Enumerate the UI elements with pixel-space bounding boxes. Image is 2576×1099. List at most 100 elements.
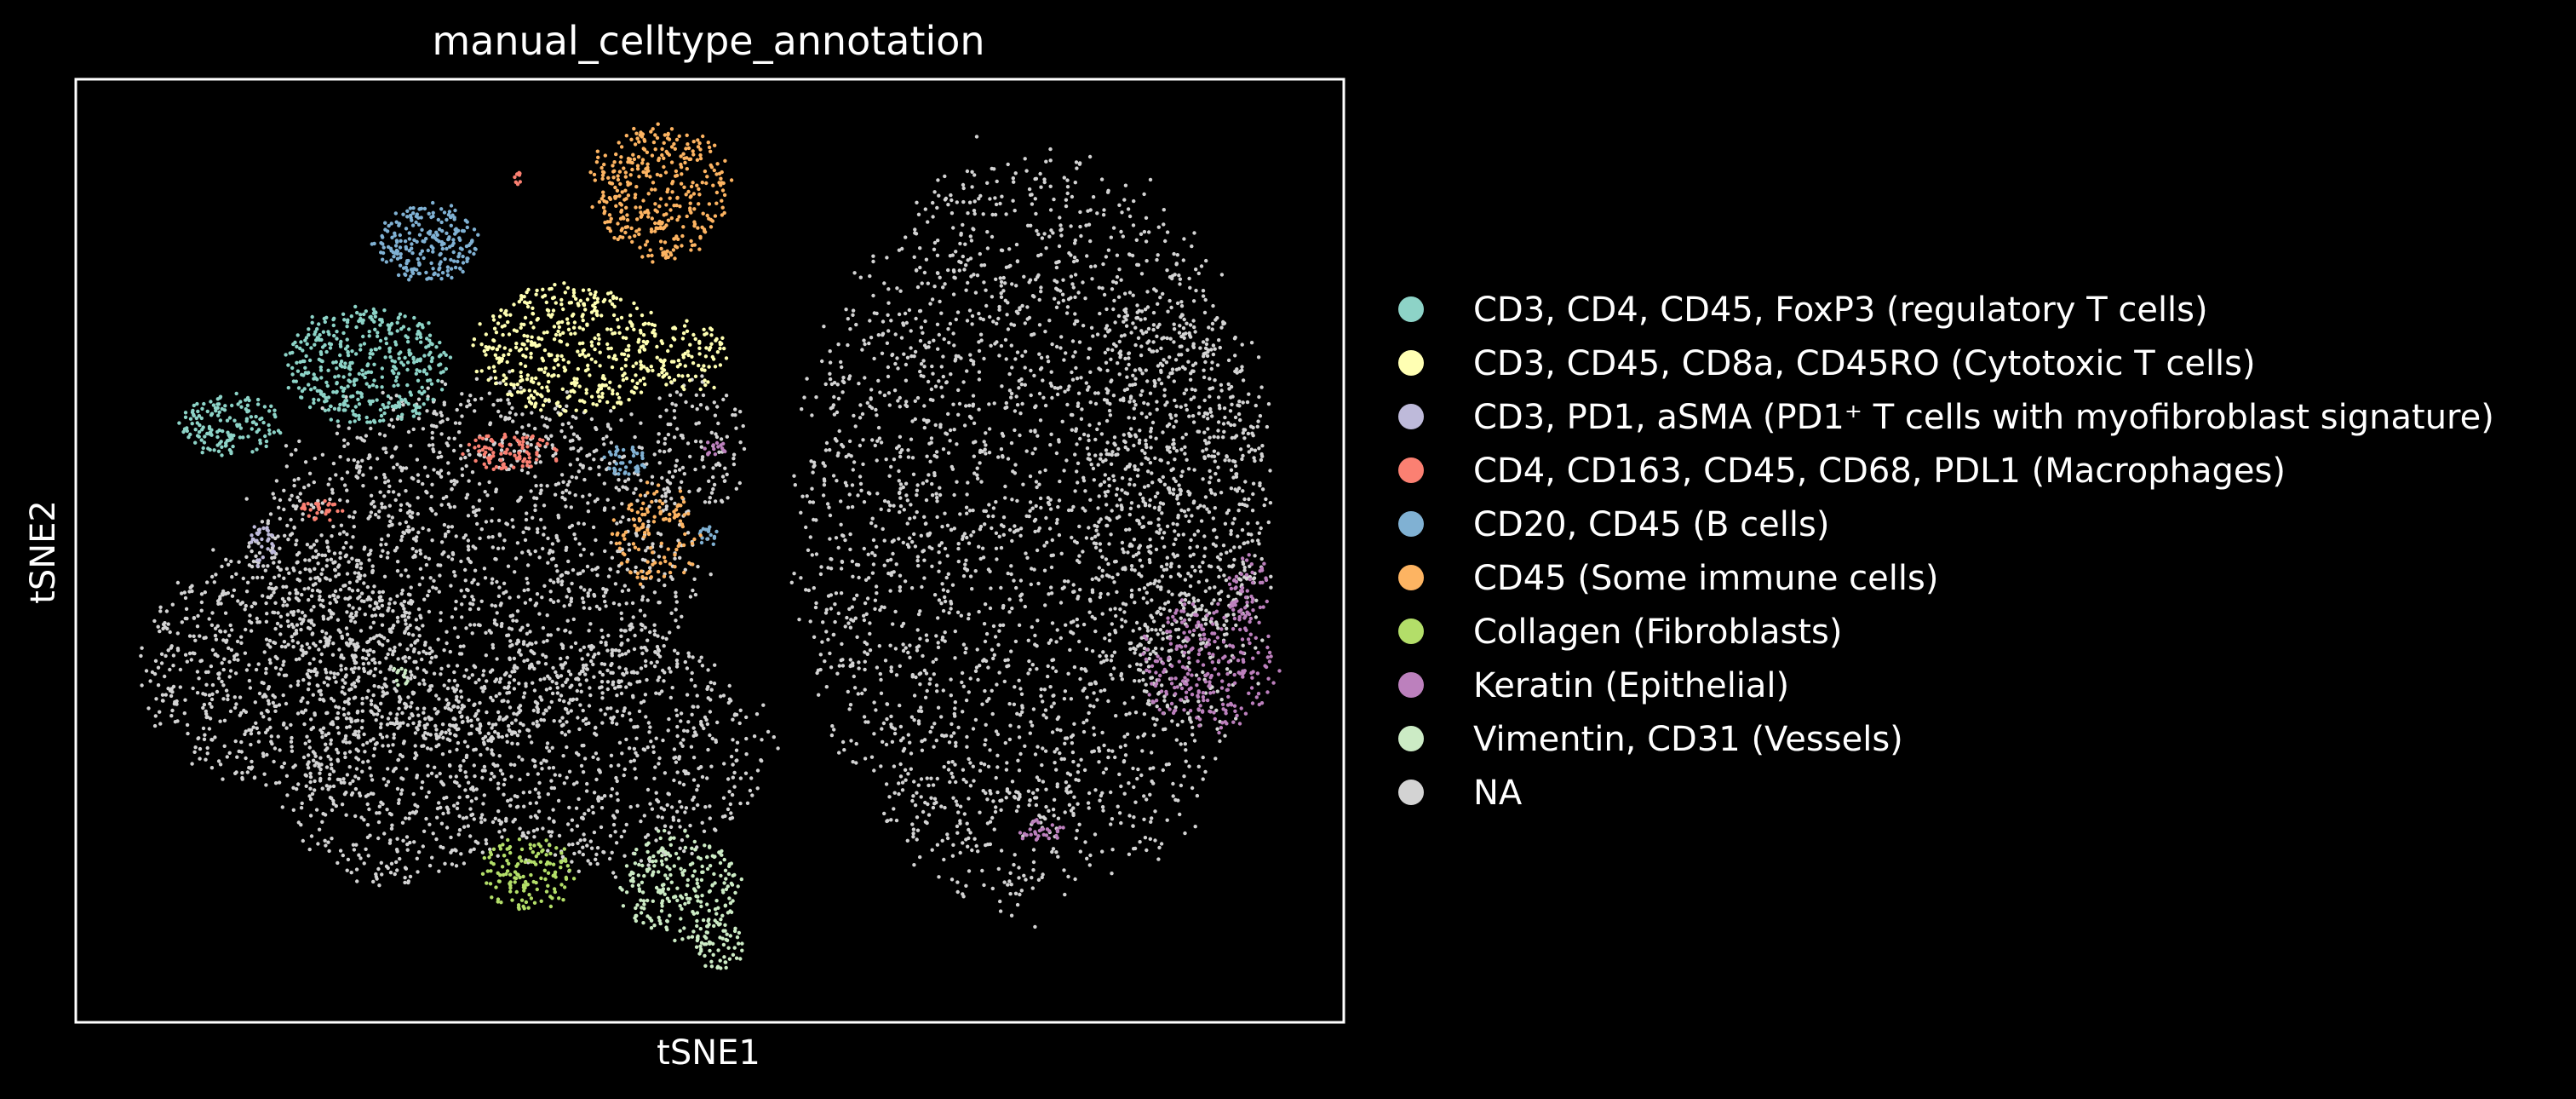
point-na [1116, 573, 1120, 577]
point-na [268, 661, 273, 665]
point-na [1131, 695, 1135, 699]
point-na [1079, 417, 1084, 421]
point-na [572, 532, 577, 537]
point-na [1063, 389, 1067, 394]
point-na [577, 449, 581, 453]
point-na [1004, 768, 1009, 772]
point-na [994, 729, 999, 734]
point-na [1039, 693, 1043, 699]
point-na [675, 651, 680, 656]
point-na [1091, 466, 1096, 471]
point-na [226, 693, 230, 698]
point-na [374, 512, 378, 517]
point-na [513, 412, 518, 417]
point-na [812, 460, 817, 464]
point-na [1186, 650, 1191, 654]
point-na [510, 518, 514, 522]
point-na [1007, 388, 1013, 393]
point-na [1233, 354, 1237, 358]
point-na [668, 630, 672, 635]
point-na [1163, 239, 1168, 244]
point-na [529, 489, 533, 493]
point-na [444, 730, 448, 734]
point-na [590, 567, 594, 573]
point-na [442, 522, 447, 527]
point-na [983, 602, 988, 607]
point-na [1185, 699, 1190, 703]
point-na [273, 555, 277, 560]
point-na [949, 693, 954, 698]
point-na [1122, 433, 1127, 437]
point-na [1216, 420, 1221, 424]
point-na [629, 622, 634, 626]
point-na [1012, 323, 1017, 327]
point-na [1250, 431, 1254, 435]
point-na [1178, 344, 1182, 348]
point-na [872, 356, 876, 361]
point-na [1259, 385, 1264, 389]
point-na [262, 772, 267, 776]
point-na [1152, 505, 1157, 510]
point-na [1075, 469, 1079, 474]
point-na [566, 559, 571, 564]
point-na [1215, 363, 1220, 367]
point-na [376, 515, 381, 520]
point-na [1110, 676, 1115, 681]
point-na [919, 709, 924, 714]
point-na [994, 277, 998, 281]
point-na [408, 509, 412, 514]
point-na [260, 520, 265, 524]
point-na [961, 199, 966, 204]
point-na [230, 575, 234, 579]
point-na [254, 554, 258, 558]
point-na [1077, 554, 1081, 558]
point-na [596, 651, 601, 656]
point-na [962, 268, 967, 272]
point-na [542, 532, 546, 537]
point-na [1059, 227, 1064, 232]
point-na [826, 566, 830, 570]
point-na [539, 717, 543, 722]
point-na [471, 509, 476, 515]
point-na [921, 359, 926, 363]
point-na [470, 470, 475, 475]
point-na [1173, 479, 1179, 484]
point-na [967, 797, 971, 801]
point-na [1211, 343, 1216, 348]
point-na [152, 723, 158, 728]
point-na [1024, 551, 1028, 555]
point-na [1061, 298, 1066, 302]
point-na [397, 492, 401, 497]
point-na [1205, 354, 1210, 358]
point-na [1236, 411, 1242, 417]
point-na [406, 601, 411, 605]
point-na [621, 515, 625, 520]
point-na [1230, 565, 1235, 569]
point-na [966, 844, 970, 849]
point-na [656, 531, 661, 536]
point-na [912, 780, 916, 784]
point-na [1047, 808, 1051, 813]
point-na [1133, 800, 1138, 804]
point-na [356, 596, 360, 601]
point-na [938, 544, 942, 548]
point-na [828, 349, 832, 354]
point-na [965, 734, 969, 739]
point-na [1109, 462, 1114, 466]
point-na [1060, 419, 1064, 423]
point-na [589, 659, 594, 664]
point-na [1241, 643, 1245, 647]
point-na [1114, 492, 1119, 498]
point-na [1196, 598, 1201, 602]
point-na [863, 601, 868, 606]
point-na [948, 254, 953, 258]
point-na [433, 512, 438, 516]
point-na [649, 660, 653, 665]
point-na [591, 525, 596, 530]
point-na [369, 426, 373, 431]
point-na [366, 456, 370, 461]
point-na [1173, 457, 1177, 462]
point-na [1049, 553, 1053, 558]
point-na [890, 539, 895, 544]
point-na [539, 483, 543, 487]
